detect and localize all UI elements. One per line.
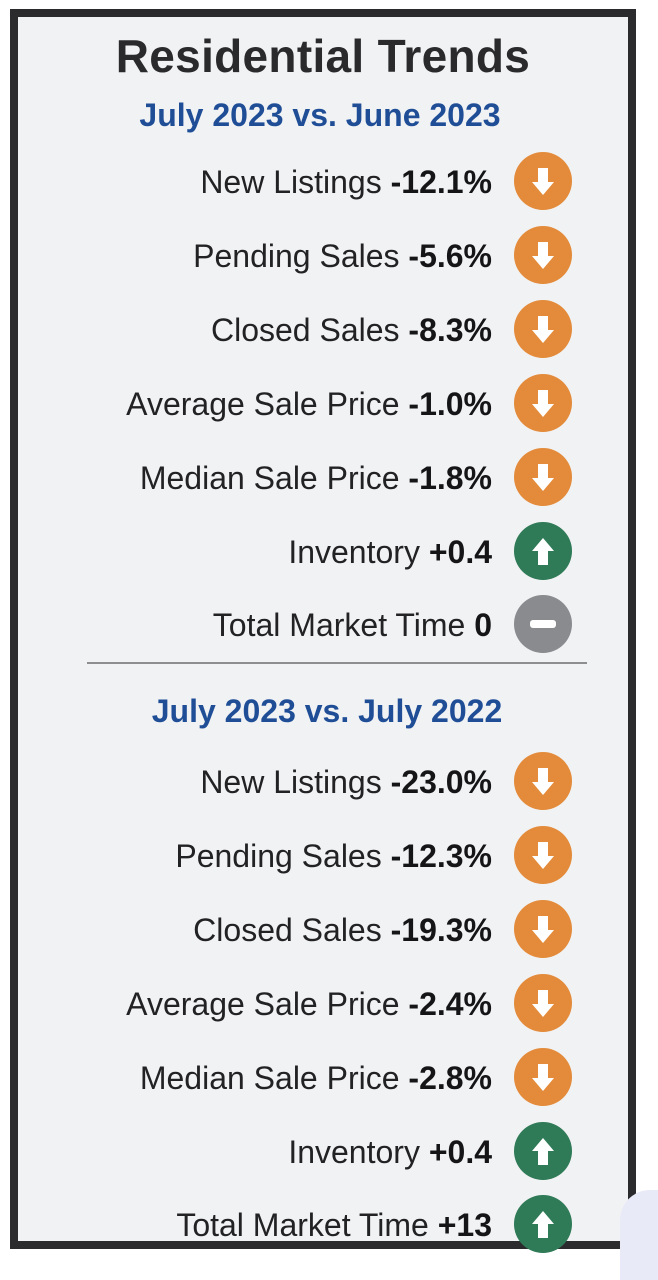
down-arrow-icon <box>514 1048 572 1106</box>
trend-value: +0.4 <box>428 534 492 570</box>
down-arrow-icon <box>514 752 572 810</box>
down-arrow-icon <box>514 974 572 1032</box>
trend-text: Median Sale Price -1.8% <box>140 453 492 503</box>
trend-label: Closed Sales <box>210 312 400 348</box>
trend-value: -23.0% <box>390 764 492 800</box>
floating-button-edge <box>620 1190 658 1280</box>
up-arrow-icon <box>514 522 572 580</box>
trend-value: -1.0% <box>408 386 492 422</box>
trend-row: Closed Sales -8.3% <box>18 300 644 358</box>
down-arrow-icon <box>514 226 572 284</box>
page-title: Residential Trends <box>115 30 531 82</box>
trend-text: New Listings -23.0% <box>200 757 492 807</box>
trend-text: Closed Sales -8.3% <box>211 305 492 355</box>
trend-row: Pending Sales -12.3% <box>18 826 644 884</box>
down-arrow-icon <box>514 900 572 958</box>
trend-label: Average Sale Price <box>126 986 400 1022</box>
minus-icon <box>514 595 572 653</box>
trend-text: Average Sale Price -2.4% <box>126 979 492 1029</box>
trend-value: -12.1% <box>390 164 492 200</box>
trend-text: Average Sale Price -1.0% <box>126 379 492 429</box>
trend-label: Average Sale Price <box>126 386 400 422</box>
trend-value: -2.8% <box>408 1060 492 1096</box>
down-arrow-icon <box>514 374 572 432</box>
trend-row: Pending Sales -5.6% <box>18 226 644 284</box>
up-arrow-icon <box>514 1122 572 1180</box>
trend-label: New Listings <box>200 164 382 200</box>
trend-row: Median Sale Price -2.8% <box>18 1048 644 1106</box>
trend-text: Median Sale Price -2.8% <box>140 1053 492 1103</box>
trend-row: Total Market Time +13 <box>18 1195 644 1253</box>
trend-label: Inventory <box>288 1134 420 1170</box>
trend-value: -2.4% <box>408 986 492 1022</box>
trend-value: -19.3% <box>390 912 492 948</box>
trend-label: New Listings <box>200 764 382 800</box>
down-arrow-icon <box>514 152 572 210</box>
residential-trends-card: Residential Trends July 2023 vs. June 20… <box>10 9 636 1253</box>
section-2-subtitle: July 2023 vs. July 2022 <box>151 693 503 729</box>
down-arrow-icon <box>514 448 572 506</box>
trend-row: New Listings -23.0% <box>18 752 644 810</box>
trend-label: Pending Sales <box>175 838 382 874</box>
trend-value: +0.4 <box>428 1134 492 1170</box>
trend-text: Total Market Time 0 <box>213 600 492 650</box>
trend-label: Closed Sales <box>193 912 382 948</box>
trend-label: Inventory <box>288 534 420 570</box>
trend-label: Median Sale Price <box>139 1060 400 1096</box>
trend-row: Total Market Time 0 <box>18 595 644 653</box>
up-arrow-icon <box>514 1195 572 1253</box>
section-1-subtitle: July 2023 vs. June 2023 <box>139 97 501 133</box>
trend-text: Inventory +0.4 <box>288 1127 492 1177</box>
trend-label: Median Sale Price <box>139 460 400 496</box>
down-arrow-icon <box>514 826 572 884</box>
trend-label: Pending Sales <box>193 238 400 274</box>
trend-row: Closed Sales -19.3% <box>18 900 644 958</box>
trend-row: Inventory +0.4 <box>18 522 644 580</box>
trend-text: Total Market Time +13 <box>176 1200 492 1250</box>
trend-text: Closed Sales -19.3% <box>193 905 492 955</box>
trend-text: Inventory +0.4 <box>288 527 492 577</box>
trend-value: +13 <box>437 1207 492 1243</box>
trend-row: Inventory +0.4 <box>18 1122 644 1180</box>
trend-row: Average Sale Price -2.4% <box>18 974 644 1032</box>
trend-row: Average Sale Price -1.0% <box>18 374 644 432</box>
trend-value: -8.3% <box>408 312 492 348</box>
trend-row: New Listings -12.1% <box>18 152 644 210</box>
trend-label: Total Market Time <box>212 607 466 643</box>
section-divider <box>87 662 587 664</box>
trend-text: Pending Sales -5.6% <box>193 231 492 281</box>
trend-value: -1.8% <box>408 460 492 496</box>
trend-text: New Listings -12.1% <box>200 157 492 207</box>
trend-text: Pending Sales -12.3% <box>175 831 492 881</box>
trend-row: Median Sale Price -1.8% <box>18 448 644 506</box>
down-arrow-icon <box>514 300 572 358</box>
trend-value: 0 <box>474 607 492 643</box>
trend-label: Total Market Time <box>176 1207 429 1243</box>
trend-value: -5.6% <box>408 238 492 274</box>
trend-value: -12.3% <box>390 838 492 874</box>
